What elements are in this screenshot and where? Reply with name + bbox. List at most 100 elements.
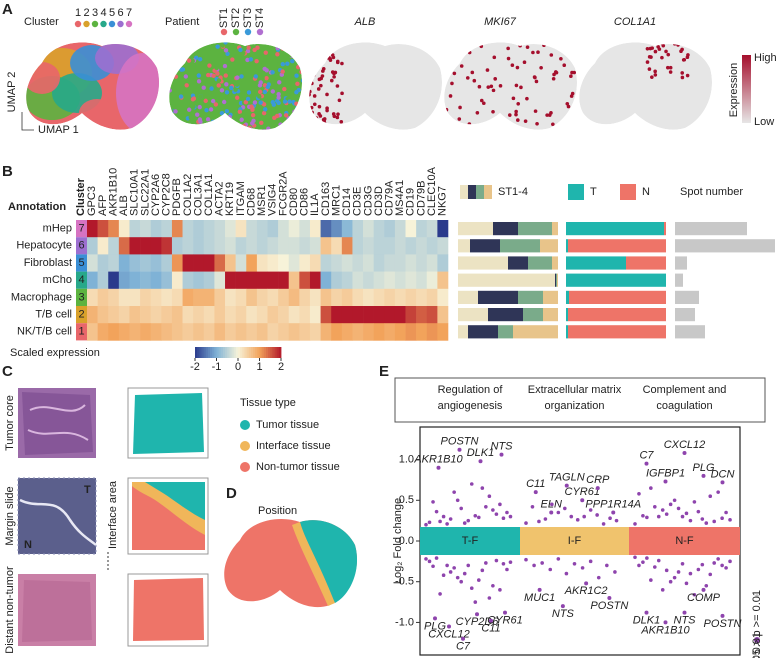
expression-dot	[545, 113, 549, 117]
umap-dot	[219, 88, 225, 93]
scale-tick-label: 2	[278, 361, 284, 373]
he-images	[17, 387, 209, 647]
umap-dot	[299, 65, 303, 70]
umap-dot	[254, 59, 259, 64]
umap-dot	[193, 42, 198, 44]
labeled-point	[701, 473, 706, 478]
patient-legend-label: ST3	[242, 8, 254, 28]
labeled-point	[611, 510, 616, 515]
heatmap-cell	[267, 271, 279, 290]
expression-dot	[316, 47, 320, 51]
heatmap-cell	[118, 220, 130, 238]
patient-fraction-bar	[478, 290, 518, 304]
umap-axis-label: UMAP 2	[6, 72, 18, 113]
scale-segment	[253, 347, 256, 358]
umap-dot	[275, 45, 280, 51]
scale-segment	[268, 347, 271, 358]
heatmap-cell	[87, 237, 98, 255]
umap-dot	[198, 119, 203, 124]
gene-label: IGFBP1	[646, 467, 685, 479]
heatmap-cell	[193, 220, 205, 238]
expression-dot	[472, 78, 477, 83]
tn-fraction-bar	[566, 290, 569, 304]
heatmap-cell	[352, 323, 364, 341]
expression-dot	[685, 73, 690, 78]
patient-legend-swatch	[484, 185, 492, 199]
heatmap-cell	[118, 288, 130, 307]
heatmap-cell	[97, 220, 109, 238]
point	[660, 508, 665, 512]
expression-dot	[314, 116, 319, 120]
expression-dot	[453, 45, 458, 49]
point	[656, 514, 661, 519]
umap-dot	[294, 42, 299, 46]
heatmap-cell	[341, 220, 353, 238]
umap-dot	[245, 48, 251, 54]
umap-dot	[175, 42, 180, 46]
heatmap-cell	[108, 237, 120, 255]
scale-segment	[218, 347, 222, 358]
umap-dot	[169, 122, 171, 127]
umap-dot	[263, 107, 268, 112]
heatmap-cell	[437, 288, 449, 307]
point	[613, 570, 617, 574]
interface-label: Interface area	[107, 480, 119, 549]
point	[473, 513, 478, 518]
point	[708, 572, 713, 577]
heatmap-cell	[203, 254, 215, 272]
umap-dot	[196, 73, 201, 78]
gene-label: TAGLN	[549, 472, 585, 484]
heatmap-cell	[225, 323, 236, 341]
gene-label: MRC1	[330, 185, 342, 216]
heatmap-cell	[426, 237, 438, 255]
umap-dot	[231, 36, 235, 40]
umap-dot	[196, 79, 202, 84]
umap-dot	[218, 38, 222, 42]
expression-dot	[490, 118, 495, 123]
expression-dot	[314, 124, 319, 128]
umap-dot	[186, 58, 192, 63]
umap-dot	[164, 130, 168, 134]
heatmap-cell	[331, 271, 343, 290]
expression-dot	[309, 89, 312, 94]
term-label: Complement and	[643, 384, 727, 396]
umap-dot	[253, 74, 258, 79]
heatmap-cell	[288, 271, 300, 290]
scale-segment	[265, 347, 269, 358]
point	[656, 558, 661, 563]
patient-fraction-bar	[552, 256, 558, 270]
heatmap-cell	[416, 220, 428, 238]
umap-dot	[291, 42, 296, 46]
expression-dot	[647, 55, 652, 59]
umap-dot	[164, 57, 168, 61]
umap	[444, 42, 577, 130]
umap-dot	[165, 74, 169, 78]
expression-dot	[518, 43, 522, 48]
heatmap-cell	[416, 288, 428, 307]
heatmap-cell	[341, 271, 353, 290]
cluster-number: 4	[78, 274, 84, 286]
heatmap-cell	[426, 220, 438, 238]
heatmap-cell	[140, 306, 152, 324]
heatmap-cell	[203, 237, 215, 255]
expression-colorbar	[742, 55, 751, 123]
point	[728, 559, 732, 564]
expression-dot	[547, 113, 552, 117]
term-label: angiogenesis	[438, 400, 503, 412]
gene-label: FCGR2A	[277, 171, 289, 216]
umap-dot	[198, 94, 203, 99]
legend-dot	[755, 594, 759, 598]
heatmap-cell	[426, 271, 438, 290]
umap-dot	[286, 120, 292, 125]
scale-segment	[233, 347, 237, 358]
y-tick-label: -1.0	[395, 616, 414, 628]
expression-dot	[335, 115, 340, 120]
labeled-point	[701, 587, 706, 592]
heatmap-cell	[416, 237, 428, 255]
umap-dot	[169, 129, 173, 130]
umap-dot	[260, 62, 266, 68]
expression-dot	[309, 76, 312, 80]
expression-dot	[310, 73, 315, 78]
heatmap-cell	[320, 271, 332, 290]
point	[441, 573, 446, 577]
